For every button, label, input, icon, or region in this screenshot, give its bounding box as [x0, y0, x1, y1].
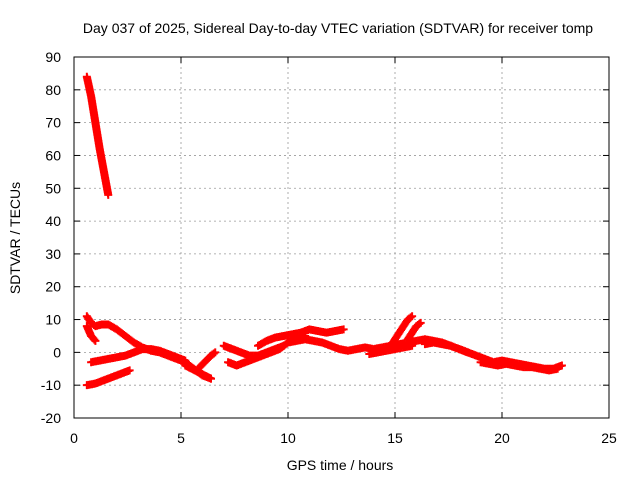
data-point — [408, 341, 417, 350]
y-tick-label: 70 — [45, 115, 61, 131]
series-track-13 — [403, 318, 425, 344]
y-tick-label: 30 — [45, 246, 61, 262]
series-track-5 — [82, 366, 134, 390]
y-tick-label: 50 — [45, 180, 61, 196]
plot-frame — [73, 56, 610, 419]
y-tick-label: 20 — [45, 279, 61, 295]
series-track-14 — [365, 341, 417, 359]
series-track-16 — [476, 358, 562, 375]
data-point — [211, 348, 220, 357]
series-track-7 — [194, 348, 220, 373]
grid-lines — [74, 57, 609, 418]
y-axis-title: SDTVAR / TECUs — [7, 182, 23, 294]
chart-title: Day 037 of 2025, Sidereal Day-to-day VTE… — [83, 20, 593, 36]
data-point — [416, 318, 425, 327]
y-tick-label: 90 — [45, 49, 61, 65]
x-tick-labels: 0 5 10 15 20 25 — [70, 430, 617, 446]
y-tick-label: 60 — [45, 147, 61, 163]
data-point — [91, 336, 100, 345]
y-tick-label: 80 — [45, 82, 61, 98]
x-tick-label: 10 — [280, 430, 296, 446]
data-point — [553, 364, 562, 373]
series-track-10 — [254, 325, 348, 350]
x-tick-label: 5 — [177, 430, 185, 446]
x-tick-label: 15 — [387, 430, 403, 446]
y-tick-label: -10 — [41, 377, 61, 393]
x-tick-label: 0 — [70, 430, 78, 446]
data-point — [557, 361, 566, 370]
y-tick-label: 10 — [45, 312, 61, 328]
series-track-4 — [87, 345, 190, 367]
data-point — [206, 374, 215, 383]
y-tick-labels: -20 -10 0 10 20 30 40 50 60 70 80 90 — [41, 49, 61, 426]
data-points — [82, 72, 566, 390]
series-track-12 — [386, 312, 417, 350]
y-tick-label: -20 — [41, 410, 61, 426]
data-point — [408, 312, 417, 321]
x-tick-label: 20 — [494, 430, 510, 446]
y-tick-label: 0 — [53, 344, 61, 360]
series-track-3 — [82, 322, 100, 345]
data-point — [339, 325, 348, 334]
data-point — [104, 190, 113, 199]
y-tick-label: 40 — [45, 213, 61, 229]
series-track-1 — [82, 72, 113, 199]
x-tick-label: 25 — [601, 430, 617, 446]
data-point — [125, 366, 134, 375]
x-axis-title: GPS time / hours — [287, 457, 394, 473]
